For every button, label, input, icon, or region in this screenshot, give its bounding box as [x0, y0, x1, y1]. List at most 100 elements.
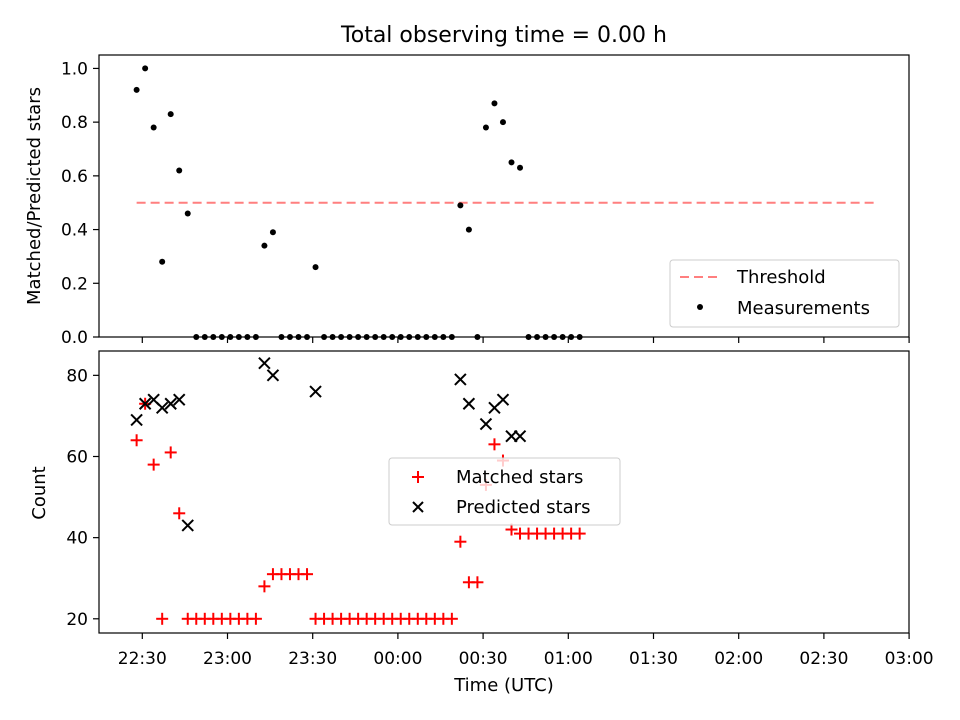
predicted-stars-points: [130, 356, 527, 532]
measurement-point: [389, 334, 396, 340]
measurement-point: [210, 334, 217, 340]
x-tick-label: 00:30: [459, 649, 508, 669]
bottom-y-ticks: 20 40 60 80: [66, 366, 99, 630]
measurement-point: [133, 86, 140, 93]
matched-star-marker: [249, 612, 262, 625]
measurement-point: [201, 334, 208, 340]
measurement-point: [380, 334, 387, 340]
legend-measurements-swatch: [697, 304, 703, 310]
measurement-point: [176, 167, 183, 174]
predicted-star-marker: [513, 430, 527, 443]
measurement-point: [338, 334, 345, 340]
matched-star-marker: [164, 446, 177, 459]
top-y-tick-label: 0.8: [61, 113, 88, 133]
measurement-points: [133, 65, 583, 340]
bottom-axes-frame: [98, 350, 910, 634]
measurement-point: [159, 258, 166, 265]
bottom-y-tick-label: 80: [66, 366, 88, 386]
matched-star-marker: [505, 523, 518, 536]
measurement-point: [321, 334, 328, 340]
top-x-tick-marks: [141, 337, 910, 343]
measurement-point: [499, 119, 506, 126]
predicted-star-marker: [258, 356, 271, 370]
top-title: Total observing time = 0.00 h: [340, 23, 667, 48]
measurement-point: [414, 334, 421, 340]
matched-star-marker: [258, 580, 271, 593]
measurement-point: [542, 334, 549, 340]
measurement-point: [491, 100, 498, 107]
measurement-point: [167, 111, 174, 118]
measurement-point: [193, 334, 200, 340]
bottom-y-tick-label: 60: [66, 447, 88, 467]
measurement-point: [457, 202, 464, 209]
measurement-point: [235, 334, 242, 340]
measurement-point: [329, 334, 336, 340]
matched-star-marker: [488, 438, 501, 451]
legend-predicted-label: Predicted stars: [456, 497, 590, 518]
top-y-tick-label: 0.4: [61, 221, 88, 241]
matched-stars-points: [130, 397, 586, 625]
x-tick-label: 01:00: [544, 649, 593, 669]
measurement-point: [295, 334, 302, 340]
measurement-point: [568, 334, 575, 340]
measurement-point: [363, 334, 370, 340]
bottom-x-ticks: 22:30 23:00 23:30 00:00 00:30 01:00 01:30 02:00…: [118, 633, 934, 669]
matched-star-marker: [156, 612, 169, 625]
measurement-point: [517, 164, 524, 171]
measurement-point: [261, 242, 268, 249]
measurement-point: [252, 334, 259, 340]
measurement-point: [508, 159, 515, 166]
measurement-point: [482, 124, 489, 131]
predicted-star-marker: [462, 397, 476, 410]
measurement-point: [406, 334, 413, 340]
measurement-point: [286, 334, 293, 340]
legend-predicted-swatch: [412, 501, 424, 513]
measurement-point: [269, 229, 276, 236]
x-tick-label: 01:30: [629, 649, 678, 669]
bottom-y-tick-label: 20: [66, 610, 88, 630]
top-y-ticks: 0.0 0.2 0.4 0.6 0.8 1.0: [61, 59, 99, 348]
matched-star-marker: [301, 568, 314, 581]
top-legend-box: [669, 259, 900, 328]
bottom-panel: 20 40 60 80 Count 22:30 23:00 23:30 00:00 00:30…: [29, 350, 934, 696]
measurement-point: [355, 334, 362, 340]
measurement-point: [184, 210, 191, 217]
top-y-axis-label: Matched/Predicted stars: [24, 87, 45, 305]
measurement-point: [278, 334, 285, 340]
predicted-star-marker: [130, 413, 143, 427]
predicted-star-marker: [266, 369, 280, 382]
legend-matched-label: Matched stars: [456, 467, 583, 488]
measurement-point: [431, 334, 438, 340]
bottom-y-axis-label: Count: [29, 466, 50, 519]
legend-threshold-label: Threshold: [736, 267, 826, 288]
matched-star-marker: [147, 458, 160, 471]
matched-star-marker: [573, 527, 586, 540]
measurement-point: [465, 226, 472, 233]
x-axis-label: Time (UTC): [453, 675, 554, 696]
x-tick-label: 23:30: [288, 649, 337, 669]
x-tick-label: 02:00: [714, 649, 763, 669]
top-y-tick-label: 1.0: [61, 59, 88, 79]
measurement-point: [150, 124, 157, 131]
measurement-point: [576, 334, 583, 340]
bottom-legend-box: [388, 457, 621, 526]
x-tick-label: 00:00: [373, 649, 422, 669]
measurement-point: [551, 334, 558, 340]
measurement-point: [346, 334, 353, 340]
top-panel: Total observing time = 0.00 h 0.00.20.40…: [24, 23, 910, 348]
measurement-point: [372, 334, 379, 340]
measurement-point: [244, 334, 251, 340]
measurement-point: [525, 334, 532, 340]
matched-star-marker: [445, 612, 458, 625]
measurement-point: [448, 334, 455, 340]
matched-star-marker: [471, 576, 484, 589]
top-y-tick-label: 0.6: [61, 167, 88, 187]
top-y-tick-label: 0.0: [61, 328, 88, 348]
measurement-point: [227, 334, 234, 340]
predicted-star-marker: [479, 417, 493, 431]
measurement-point: [474, 334, 481, 340]
predicted-star-marker: [173, 393, 186, 406]
measurement-point: [218, 334, 225, 340]
measurement-point: [397, 334, 404, 340]
